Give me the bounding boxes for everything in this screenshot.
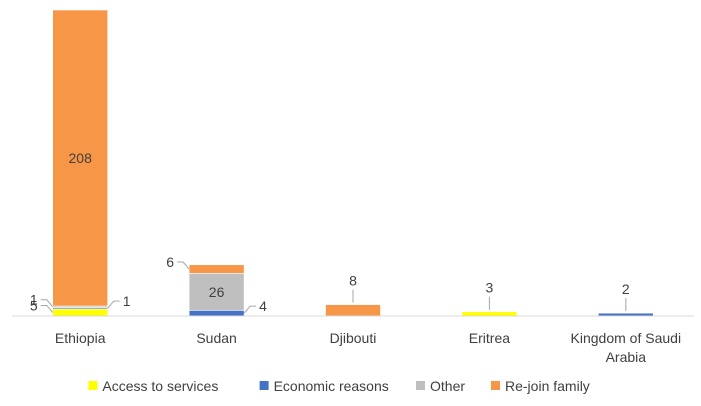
legend-label-access-to-services: Access to services (102, 378, 218, 394)
bar-sudan-economic-reasons (188, 310, 245, 317)
legend-label-economic-reasons: Economic reasons (274, 378, 389, 394)
data-label-eritrea-access-to-services: 3 (486, 280, 494, 296)
legend-swatch-other (416, 381, 425, 390)
data-label-ethiopia-economic-reasons: 1 (123, 293, 131, 309)
x-tick-label-kingdom-of-saudi-arabia: Kingdom of Saudi Arabia (571, 330, 682, 365)
legend-swatch-re-join-family (491, 381, 500, 390)
data-label-ethiopia-other: 1 (30, 292, 38, 308)
x-tick-label-eritrea: Eritrea (469, 330, 510, 346)
x-tick-label-sudan: Sudan (196, 330, 236, 346)
bar-ethiopia-access-to-services (52, 308, 109, 317)
data-label-sudan-economic-reasons: 4 (259, 298, 267, 314)
data-label-ethiopia-re-join-family: 208 (69, 150, 93, 166)
bar-ethiopia-re-join-family (52, 9, 109, 307)
bar-eritrea-access-to-services (461, 311, 518, 317)
x-tick-label-ethiopia: Ethiopia (55, 330, 106, 346)
data-label-djibouti-re-join-family: 8 (349, 273, 357, 289)
data-label-ethiopia-access-to-services: 5 (30, 297, 38, 313)
x-axis-tick-labels: Ethiopia Sudan Djibouti Eritrea Kingdom of S… (55, 330, 681, 365)
legend: Access to services Economic reasons Other R… (88, 378, 590, 394)
data-label-ethiopia-economic-reasons-leader (107, 300, 120, 309)
data-label-sudan-other: 26 (209, 284, 225, 300)
bar-sudan-re-join-family (188, 264, 245, 274)
x-tick-label-djibouti: Djibouti (330, 330, 377, 346)
data-label-ethiopia-access-to-services-leader (40, 304, 54, 313)
data-label-sudan-economic-reasons-leader (243, 305, 257, 314)
legend-label-re-join-family: Re-join family (505, 378, 590, 394)
data-label-sudan-re-join-family-leader (177, 261, 190, 270)
bar-djibouti-re-join-family (325, 304, 381, 317)
data-label-kingdom-of-saudi-arabia-economic-reasons: 2 (622, 281, 630, 297)
bars-layer (52, 9, 654, 317)
data-label-sudan-re-join-family: 6 (166, 254, 174, 270)
bar-sudan-other (188, 273, 245, 311)
legend-swatch-economic-reasons (259, 381, 269, 390)
legend-swatch-access-to-services (88, 381, 98, 390)
legend-label-other: Other (430, 378, 465, 394)
data-label-ethiopia-other-leader (40, 299, 54, 308)
